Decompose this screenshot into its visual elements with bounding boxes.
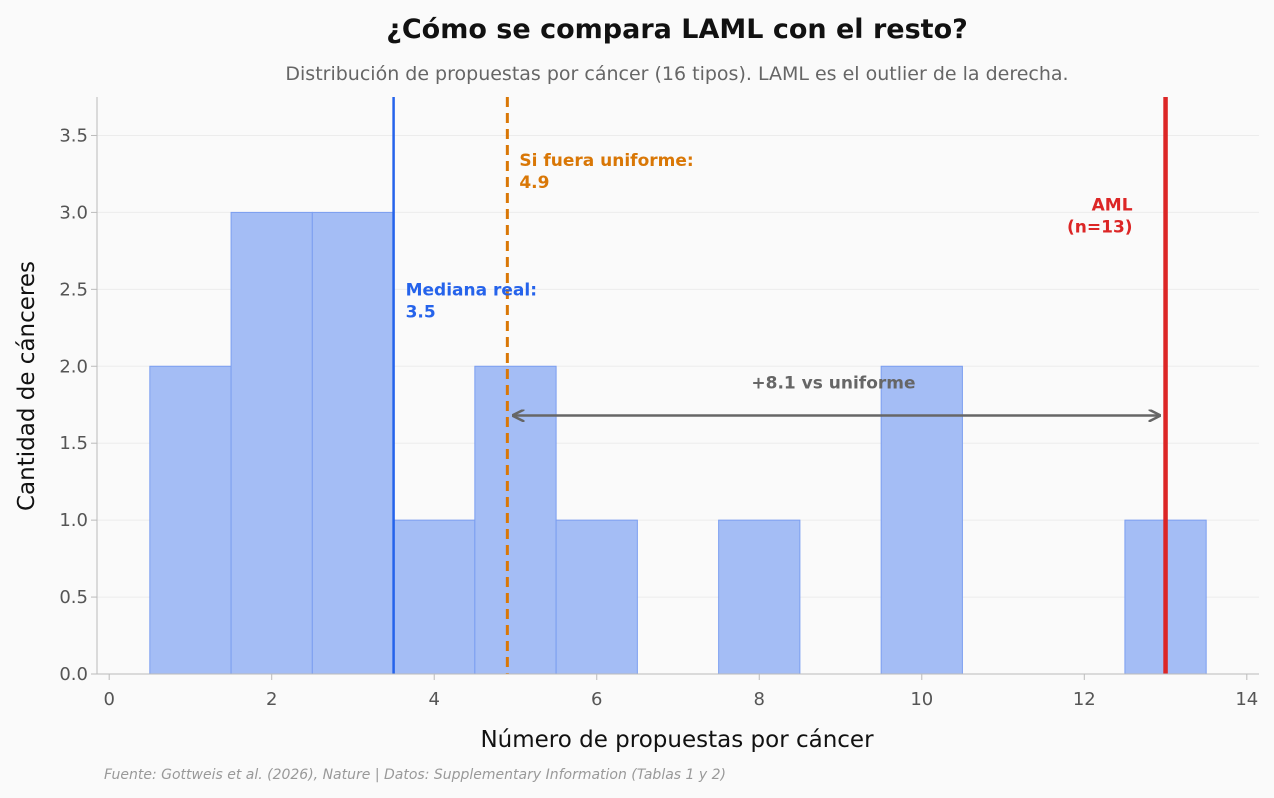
- x-tick-label-6: 12: [1073, 689, 1096, 710]
- bar-7: [880, 365, 963, 675]
- uniform-label-line2: 4.9: [519, 173, 549, 193]
- bar-0: [149, 365, 232, 675]
- chart-title: ¿Cómo se compara LAML con el resto?: [386, 14, 968, 45]
- x-axis-label: Número de propuestas por cáncer: [480, 727, 874, 753]
- median-label-line2: 3.5: [406, 302, 436, 322]
- x-tick-label-1: 2: [266, 689, 277, 710]
- y-axis-label: Cantidad de cánceres: [14, 261, 40, 511]
- source-note: Fuente: Gottweis et al. (2026), Nature |…: [104, 767, 726, 783]
- x-tick-label-4: 8: [754, 689, 765, 710]
- x-tick-label-0: 0: [103, 689, 114, 710]
- ticks-group: 0 2 4 6 8 10 12 14 0.0 0.5 1.0 1.5 2.0 2.5 3.0 3.5: [59, 125, 1258, 710]
- bars-group: [149, 211, 1207, 675]
- bar-5: [555, 519, 638, 675]
- chart-subtitle: Distribución de propuestas por cáncer (1…: [285, 63, 1068, 85]
- y-tick-label-5: 2.5: [59, 279, 88, 300]
- aml-label-line2: (n=13): [1067, 218, 1133, 238]
- x-tick-label-5: 10: [910, 689, 933, 710]
- y-tick-label-6: 3.0: [59, 202, 88, 223]
- reference-lines: [392, 97, 1168, 674]
- bar-2: [311, 211, 395, 675]
- y-tick-label-1: 0.5: [59, 587, 88, 608]
- y-tick-label-7: 3.5: [59, 125, 88, 146]
- median-label-line1: Mediana real:: [406, 280, 537, 300]
- x-tick-label-7: 14: [1235, 689, 1258, 710]
- bar-3: [393, 519, 476, 675]
- y-tick-label-0: 0.0: [59, 664, 88, 685]
- bar-6: [718, 519, 801, 675]
- aml-label-line1: AML: [1092, 196, 1133, 216]
- x-tick-label-2: 4: [428, 689, 439, 710]
- y-tick-label-3: 1.5: [59, 433, 88, 454]
- y-tick-label-2: 1.0: [59, 510, 88, 531]
- y-tick-label-4: 2.0: [59, 356, 88, 377]
- axes-group: [96, 97, 1259, 675]
- bar-4: [474, 365, 557, 675]
- bar-1: [230, 211, 313, 675]
- uniform-label-line1: Si fuera uniforme:: [519, 151, 693, 171]
- difference-arrow-label: +8.1 vs uniforme: [751, 374, 915, 394]
- x-tick-label-3: 6: [591, 689, 602, 710]
- annotations-group: Mediana real:3.5 Si fuera uniforme:4.9 AML…: [406, 151, 1160, 415]
